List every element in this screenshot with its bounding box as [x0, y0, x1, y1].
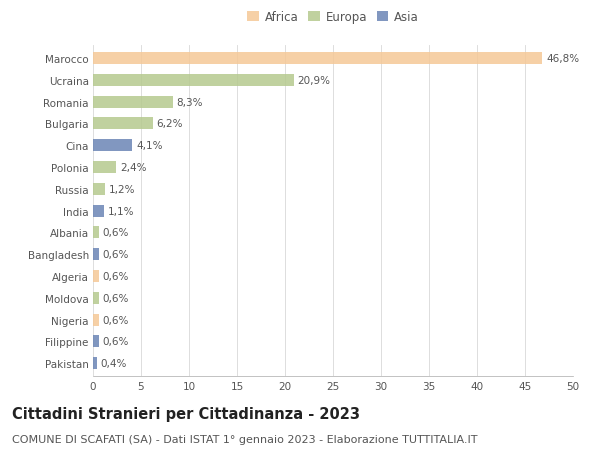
Text: 2,4%: 2,4%	[120, 162, 146, 173]
Text: COMUNE DI SCAFATI (SA) - Dati ISTAT 1° gennaio 2023 - Elaborazione TUTTITALIA.IT: COMUNE DI SCAFATI (SA) - Dati ISTAT 1° g…	[12, 434, 478, 444]
Bar	[93, 292, 99, 304]
Bar	[93, 227, 99, 239]
Text: 1,2%: 1,2%	[109, 185, 135, 195]
Text: 4,1%: 4,1%	[136, 141, 163, 151]
Text: 1,1%: 1,1%	[107, 206, 134, 216]
Text: 20,9%: 20,9%	[298, 76, 331, 86]
Text: 0,6%: 0,6%	[103, 336, 129, 347]
Text: Cittadini Stranieri per Cittadinanza - 2023: Cittadini Stranieri per Cittadinanza - 2…	[12, 406, 360, 421]
Bar	[93, 140, 133, 152]
Bar	[93, 118, 152, 130]
Bar	[93, 75, 293, 87]
Legend: Africa, Europa, Asia: Africa, Europa, Asia	[245, 9, 421, 27]
Text: 0,6%: 0,6%	[103, 315, 129, 325]
Text: 8,3%: 8,3%	[176, 97, 203, 107]
Text: 0,6%: 0,6%	[103, 271, 129, 281]
Text: 0,4%: 0,4%	[101, 358, 127, 368]
Bar	[93, 205, 104, 217]
Bar	[93, 314, 99, 326]
Bar	[93, 53, 542, 65]
Bar	[93, 184, 104, 196]
Text: 0,6%: 0,6%	[103, 250, 129, 260]
Text: 46,8%: 46,8%	[546, 54, 579, 64]
Bar	[93, 96, 173, 108]
Bar	[93, 162, 116, 174]
Bar	[93, 249, 99, 261]
Text: 0,6%: 0,6%	[103, 293, 129, 303]
Bar	[93, 358, 97, 369]
Bar	[93, 336, 99, 347]
Bar	[93, 270, 99, 282]
Text: 0,6%: 0,6%	[103, 228, 129, 238]
Text: 6,2%: 6,2%	[157, 119, 183, 129]
